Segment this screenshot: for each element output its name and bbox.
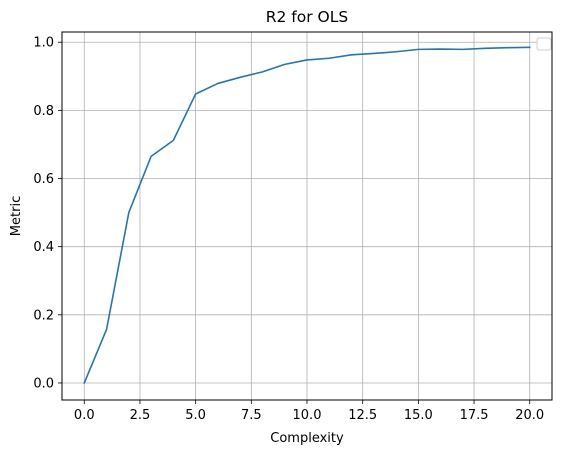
- y-tick-label: 1.0: [33, 36, 54, 51]
- x-tick-label: 17.5: [460, 408, 489, 423]
- grid-lines: [62, 32, 552, 400]
- x-axis-label: Complexity: [270, 431, 344, 446]
- x-tick-label: 10.0: [293, 408, 322, 423]
- y-tick-label: 0.8: [33, 104, 54, 119]
- data-point: [418, 49, 420, 51]
- data-point: [484, 48, 486, 50]
- y-axis-ticks: 0.0 0.2 0.4 0.6 0.8 1.0: [33, 36, 62, 391]
- data-point: [373, 53, 375, 55]
- y-tick-label: 0.2: [33, 308, 54, 323]
- data-point: [106, 329, 108, 331]
- y-tick-label: 0.0: [33, 376, 54, 391]
- data-point: [440, 48, 442, 50]
- series-layer: [83, 46, 531, 385]
- data-point: [217, 83, 219, 85]
- data-point: [239, 77, 241, 79]
- data-point: [351, 54, 353, 56]
- data-point: [328, 57, 330, 59]
- x-tick-label: 20.0: [515, 408, 544, 423]
- x-tick-label: 12.5: [348, 408, 377, 423]
- y-tick-label: 0.4: [33, 240, 54, 255]
- data-point: [262, 71, 264, 73]
- data-point: [284, 64, 286, 66]
- data-point: [173, 140, 175, 142]
- x-tick-label: 5.0: [185, 408, 206, 423]
- data-point: [128, 212, 130, 214]
- legend-box: [536, 37, 552, 51]
- data-point: [529, 47, 531, 49]
- y-axis-label: Metric: [9, 196, 24, 236]
- data-point: [150, 156, 152, 158]
- series-line: [83, 46, 531, 385]
- data-point: [306, 59, 308, 61]
- data-point: [462, 49, 464, 51]
- y-tick-label: 0.6: [33, 172, 54, 187]
- x-tick-label: 15.0: [404, 408, 433, 423]
- data-point: [395, 51, 397, 53]
- data-point: [507, 47, 509, 49]
- x-tick-label: 0.0: [74, 408, 95, 423]
- data-point: [83, 382, 85, 384]
- x-tick-label: 7.5: [241, 408, 262, 423]
- x-tick-label: 2.5: [130, 408, 151, 423]
- data-point: [195, 93, 197, 95]
- chart-title: R2 for OLS: [266, 8, 348, 26]
- x-axis-ticks: 0.0 2.5 5.0 7.5 10.0 12.5 15.0 17.5 20.0: [74, 400, 544, 423]
